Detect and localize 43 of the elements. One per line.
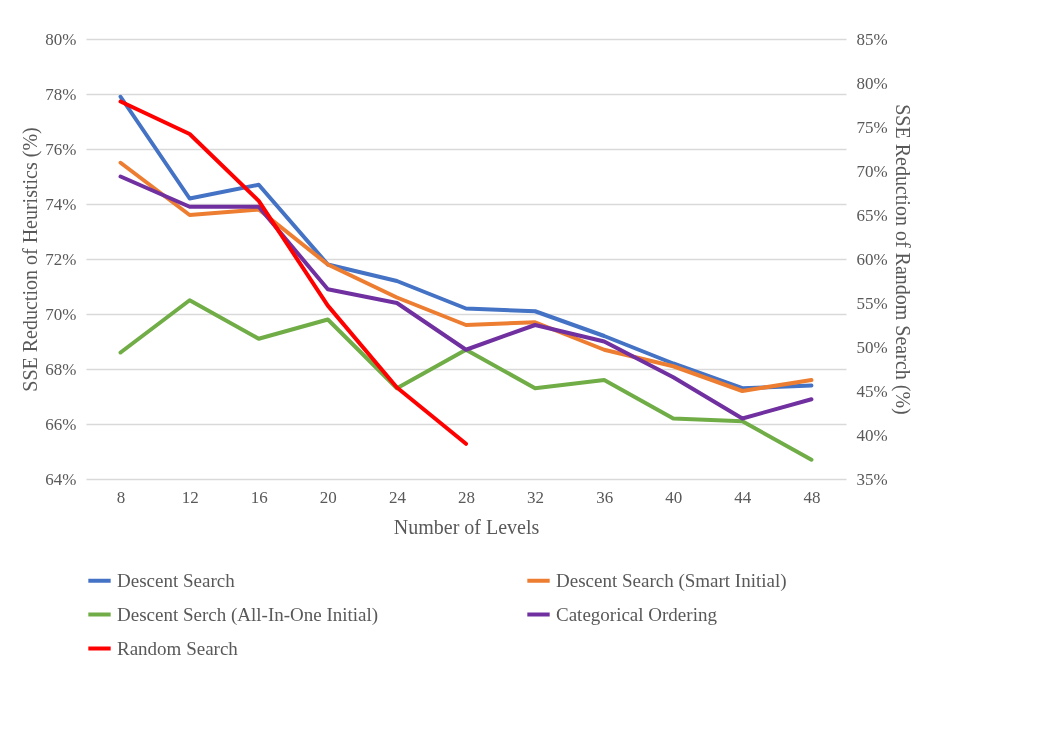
y2-tick-label: 45%: [856, 381, 888, 401]
y2-tick-label: 55%: [856, 293, 888, 313]
legend-label: Categorical Ordering: [556, 603, 718, 625]
y2-tick-label: 70%: [856, 161, 888, 181]
x-tick-label: 20: [319, 487, 337, 507]
x-axis-title: Number of Levels: [393, 515, 540, 538]
y2-tick-label: 75%: [856, 117, 888, 137]
x-tick-label: 16: [250, 487, 268, 507]
line-series: [118, 174, 814, 421]
y2-tick-label: 60%: [856, 249, 888, 269]
line-series: [118, 298, 814, 462]
x-tick-label: 32: [527, 487, 545, 507]
y-tick-label: 70%: [45, 304, 77, 324]
x-tick-label: 48: [803, 487, 821, 507]
y2-tick-label: 85%: [856, 29, 888, 49]
y-tick-label: 74%: [45, 194, 77, 214]
y-tick-label: 64%: [45, 469, 77, 489]
y2-axis-title: SSE Reduction of Random Search (%): [890, 104, 914, 415]
legend-label: Descent Search: [117, 569, 236, 591]
line-series: [118, 94, 814, 391]
x-tick-label: 12: [181, 487, 199, 507]
y-tick-label: 68%: [45, 359, 77, 379]
y-tick-label: 72%: [45, 249, 77, 269]
y-tick-label: 76%: [45, 139, 77, 159]
x-tick-label: 44: [734, 487, 752, 507]
x-tick-label: 8: [116, 487, 126, 507]
y2-tick-label: 80%: [856, 73, 888, 93]
legend-label: Descent Search (Smart Initial): [556, 569, 787, 592]
y2-tick-label: 50%: [856, 337, 888, 357]
x-tick-label: 36: [596, 487, 614, 507]
legend-label: Random Search: [117, 637, 239, 659]
x-tick-label: 28: [458, 487, 475, 507]
y2-tick-label: 40%: [856, 425, 888, 445]
y2-tick-label: 65%: [856, 205, 888, 225]
x-tick-label: 24: [388, 487, 407, 507]
legend-label: Descent Serch (All-In-One Initial): [117, 603, 379, 626]
y-tick-label: 78%: [45, 84, 77, 104]
y-axis-title: SSE Reduction of Heuristics (%): [19, 127, 43, 392]
x-tick-label: 40: [665, 487, 683, 507]
line-series: [118, 99, 468, 446]
y2-tick-label: 35%: [856, 469, 888, 489]
y-tick-label: 80%: [45, 29, 77, 49]
y-tick-label: 66%: [45, 414, 77, 434]
